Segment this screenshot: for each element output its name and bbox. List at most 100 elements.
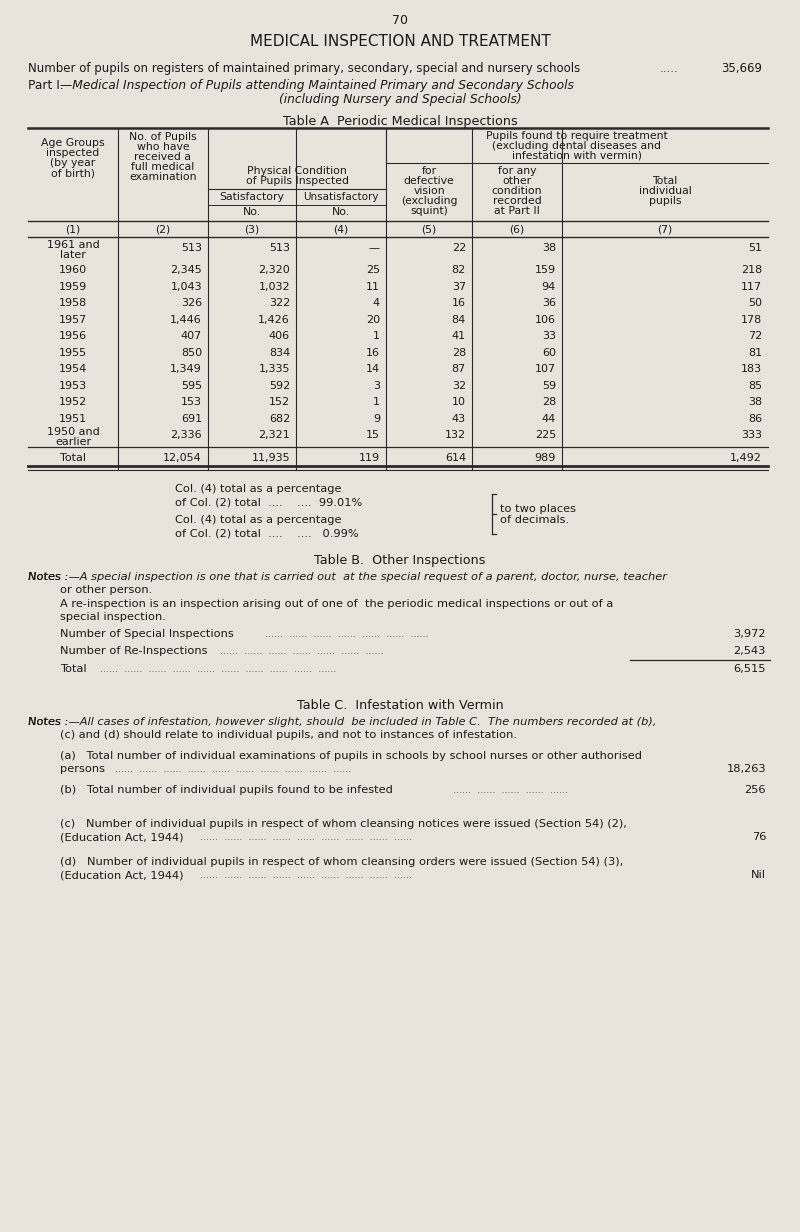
Text: to two places: to two places [500,504,576,514]
Text: 333: 333 [741,430,762,440]
Text: 2,321: 2,321 [258,430,290,440]
Text: 50: 50 [748,298,762,308]
Text: 81: 81 [748,347,762,357]
Text: 35,669: 35,669 [721,62,762,75]
Text: 15: 15 [366,430,380,440]
Text: 107: 107 [535,365,556,375]
Text: (b)   Total number of individual pupils found to be infested: (b) Total number of individual pupils fo… [60,785,393,795]
Text: 12,054: 12,054 [163,452,202,462]
Text: 38: 38 [542,243,556,253]
Text: 225: 225 [534,430,556,440]
Text: 989: 989 [534,452,556,462]
Text: 11,935: 11,935 [251,452,290,462]
Text: 59: 59 [542,381,556,391]
Text: Total: Total [652,176,678,186]
Text: —: — [369,243,380,253]
Text: (excluding dental diseases and: (excluding dental diseases and [493,140,662,152]
Text: at Part II: at Part II [494,206,540,216]
Text: 84: 84 [452,314,466,325]
Text: received a: received a [134,152,191,161]
Text: 1,335: 1,335 [258,365,290,375]
Text: other: other [502,176,531,186]
Text: Table B.  Other Inspections: Table B. Other Inspections [314,554,486,567]
Text: 9: 9 [373,414,380,424]
Text: 2,336: 2,336 [170,430,202,440]
Text: ......  ......  ......  ......  ......  ......  ......: ...... ...... ...... ...... ...... .....… [220,646,383,657]
Text: Notes :: Notes : [28,572,68,582]
Text: Table A  Periodic Medical Inspections: Table A Periodic Medical Inspections [282,115,518,128]
Text: 1,043: 1,043 [170,282,202,292]
Text: 117: 117 [741,282,762,292]
Text: Part I.: Part I. [28,79,64,92]
Text: 14: 14 [366,365,380,375]
Text: ......  ......  ......  ......  ......: ...... ...... ...... ...... ...... [453,785,568,795]
Text: 153: 153 [181,397,202,408]
Text: Number of Re-Inspections: Number of Re-Inspections [60,646,207,657]
Text: 326: 326 [181,298,202,308]
Text: Unsatisfactory: Unsatisfactory [303,192,378,202]
Text: 2,345: 2,345 [170,265,202,275]
Text: for: for [422,166,437,176]
Text: 132: 132 [445,430,466,440]
Text: (7): (7) [658,225,673,235]
Text: 37: 37 [452,282,466,292]
Text: (3): (3) [244,225,260,235]
Text: 592: 592 [269,381,290,391]
Text: of Col. (2) total  ....    ....   0.99%: of Col. (2) total .... .... 0.99% [175,529,358,538]
Text: 1,032: 1,032 [258,282,290,292]
Text: 1960: 1960 [59,265,87,275]
Text: 256: 256 [745,785,766,795]
Text: —Medical Inspection of Pupils attending Maintained Primary and Secondary Schools: —Medical Inspection of Pupils attending … [60,79,574,92]
Text: 18,263: 18,263 [726,764,766,774]
Text: 407: 407 [181,331,202,341]
Text: A re-inspection is an inspection arising out of one of  the periodic medical ins: A re-inspection is an inspection arising… [60,599,614,609]
Text: 60: 60 [542,347,556,357]
Text: of decimals.: of decimals. [500,515,569,525]
Text: (4): (4) [334,225,349,235]
Text: Number of Special Inspections: Number of Special Inspections [60,630,234,639]
Text: 70: 70 [392,14,408,27]
Text: 152: 152 [269,397,290,408]
Text: 4: 4 [373,298,380,308]
Text: (by year: (by year [50,158,96,168]
Text: (5): (5) [422,225,437,235]
Text: 85: 85 [748,381,762,391]
Text: defective: defective [404,176,454,186]
Text: 691: 691 [181,414,202,424]
Text: 44: 44 [542,414,556,424]
Text: 595: 595 [181,381,202,391]
Text: 76: 76 [752,832,766,841]
Text: 28: 28 [542,397,556,408]
Text: (a)   Total number of individual examinations of pupils in schools by school nur: (a) Total number of individual examinati… [60,752,642,761]
Text: or other person.: or other person. [60,585,152,595]
Text: Age Groups: Age Groups [41,138,105,148]
Text: (1): (1) [66,225,81,235]
Text: 513: 513 [269,243,290,253]
Text: ......  ......  ......  ......  ......  ......  ......  ......  ......  ......: ...... ...... ...... ...... ...... .....… [100,664,336,674]
Text: Physical Condition: Physical Condition [247,166,347,176]
Text: (2): (2) [155,225,170,235]
Text: 32: 32 [452,381,466,391]
Text: Col. (4) total as a percentage: Col. (4) total as a percentage [175,515,342,525]
Text: 119: 119 [359,452,380,462]
Text: 1951: 1951 [59,414,87,424]
Text: 1955: 1955 [59,347,87,357]
Text: 72: 72 [748,331,762,341]
Text: 159: 159 [535,265,556,275]
Text: ......  ......  ......  ......  ......  ......  ......  ......  ......: ...... ...... ...... ...... ...... .....… [200,832,412,841]
Text: 513: 513 [181,243,202,253]
Text: ......  ......  ......  ......  ......  ......  ......: ...... ...... ...... ...... ...... .....… [265,630,429,639]
Text: 1: 1 [373,397,380,408]
Text: Table C.  Infestation with Vermin: Table C. Infestation with Vermin [297,699,503,712]
Text: (d)   Number of individual pupils in respect of whom cleansing orders were issue: (d) Number of individual pupils in respe… [60,857,623,867]
Text: 41: 41 [452,331,466,341]
Text: 38: 38 [748,397,762,408]
Text: 1: 1 [373,331,380,341]
Text: 183: 183 [741,365,762,375]
Text: 178: 178 [741,314,762,325]
Text: 51: 51 [748,243,762,253]
Text: 106: 106 [535,314,556,325]
Text: 25: 25 [366,265,380,275]
Text: inspected: inspected [46,148,100,158]
Text: 218: 218 [741,265,762,275]
